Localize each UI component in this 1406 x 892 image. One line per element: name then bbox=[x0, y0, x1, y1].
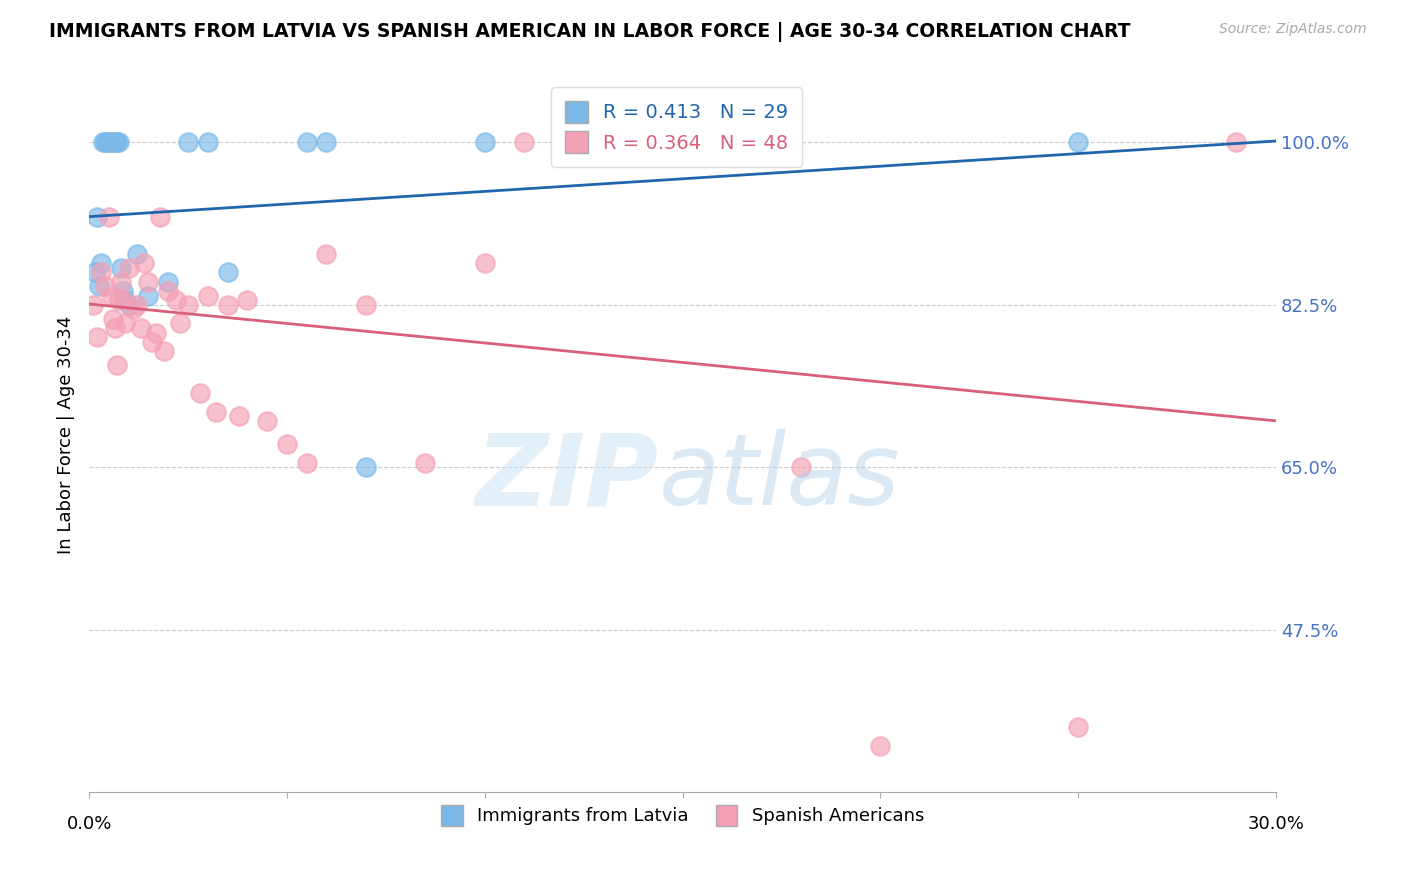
Legend: Immigrants from Latvia, Spanish Americans: Immigrants from Latvia, Spanish American… bbox=[433, 797, 931, 833]
Point bbox=[101, 136, 124, 150]
Text: ZIP: ZIP bbox=[475, 429, 659, 526]
Point bbox=[1225, 136, 1247, 150]
Point bbox=[129, 321, 152, 335]
Point bbox=[141, 334, 163, 349]
Point bbox=[111, 293, 134, 308]
Point bbox=[474, 256, 496, 270]
Point bbox=[105, 358, 128, 372]
Point bbox=[117, 260, 139, 275]
Point bbox=[86, 330, 108, 344]
Point bbox=[354, 298, 377, 312]
Point bbox=[228, 409, 250, 424]
Point bbox=[107, 136, 129, 150]
Point bbox=[86, 210, 108, 224]
Point bbox=[671, 136, 693, 150]
Point bbox=[165, 293, 187, 308]
Point bbox=[110, 260, 132, 275]
Point bbox=[82, 298, 104, 312]
Point bbox=[217, 298, 239, 312]
Point bbox=[157, 284, 180, 298]
Point bbox=[114, 293, 136, 308]
Point bbox=[100, 136, 122, 150]
Point bbox=[114, 317, 136, 331]
Point bbox=[145, 326, 167, 340]
Point bbox=[121, 302, 143, 317]
Point bbox=[96, 136, 118, 150]
Y-axis label: In Labor Force | Age 30-34: In Labor Force | Age 30-34 bbox=[58, 316, 75, 554]
Point bbox=[105, 136, 128, 150]
Point bbox=[138, 275, 160, 289]
Point bbox=[790, 460, 813, 475]
Point bbox=[97, 136, 120, 150]
Text: 0.0%: 0.0% bbox=[66, 815, 111, 833]
Point bbox=[415, 456, 437, 470]
Point bbox=[97, 210, 120, 224]
Point bbox=[354, 460, 377, 475]
Point bbox=[100, 288, 122, 302]
Point bbox=[671, 136, 693, 150]
Point bbox=[125, 298, 148, 312]
Point bbox=[110, 275, 132, 289]
Point bbox=[138, 288, 160, 302]
Text: Source: ZipAtlas.com: Source: ZipAtlas.com bbox=[1219, 22, 1367, 37]
Point bbox=[315, 136, 337, 150]
Point bbox=[315, 247, 337, 261]
Point bbox=[107, 293, 129, 308]
Text: atlas: atlas bbox=[659, 429, 900, 526]
Point bbox=[256, 414, 278, 428]
Point bbox=[94, 136, 117, 150]
Point bbox=[217, 265, 239, 279]
Point bbox=[553, 136, 575, 150]
Point bbox=[149, 210, 172, 224]
Point bbox=[87, 279, 110, 293]
Point bbox=[177, 298, 200, 312]
Point bbox=[188, 386, 211, 401]
Point bbox=[631, 136, 654, 150]
Point bbox=[90, 256, 112, 270]
Point bbox=[236, 293, 259, 308]
Point bbox=[134, 256, 156, 270]
Point bbox=[295, 456, 318, 470]
Point bbox=[474, 136, 496, 150]
Point bbox=[1067, 136, 1090, 150]
Point bbox=[869, 739, 891, 753]
Point bbox=[104, 136, 127, 150]
Point bbox=[157, 275, 180, 289]
Point bbox=[513, 136, 536, 150]
Point bbox=[111, 284, 134, 298]
Point bbox=[101, 311, 124, 326]
Point bbox=[276, 437, 298, 451]
Point bbox=[117, 298, 139, 312]
Point bbox=[295, 136, 318, 150]
Point bbox=[91, 136, 114, 150]
Point bbox=[204, 404, 226, 418]
Point bbox=[169, 317, 191, 331]
Point bbox=[84, 265, 107, 279]
Point bbox=[197, 288, 219, 302]
Point bbox=[125, 247, 148, 261]
Point bbox=[197, 136, 219, 150]
Point bbox=[90, 265, 112, 279]
Text: 30.0%: 30.0% bbox=[1247, 815, 1305, 833]
Point bbox=[153, 344, 176, 359]
Point bbox=[94, 279, 117, 293]
Text: IMMIGRANTS FROM LATVIA VS SPANISH AMERICAN IN LABOR FORCE | AGE 30-34 CORRELATIO: IMMIGRANTS FROM LATVIA VS SPANISH AMERIC… bbox=[49, 22, 1130, 42]
Point bbox=[104, 321, 127, 335]
Point bbox=[177, 136, 200, 150]
Point bbox=[1067, 720, 1090, 734]
